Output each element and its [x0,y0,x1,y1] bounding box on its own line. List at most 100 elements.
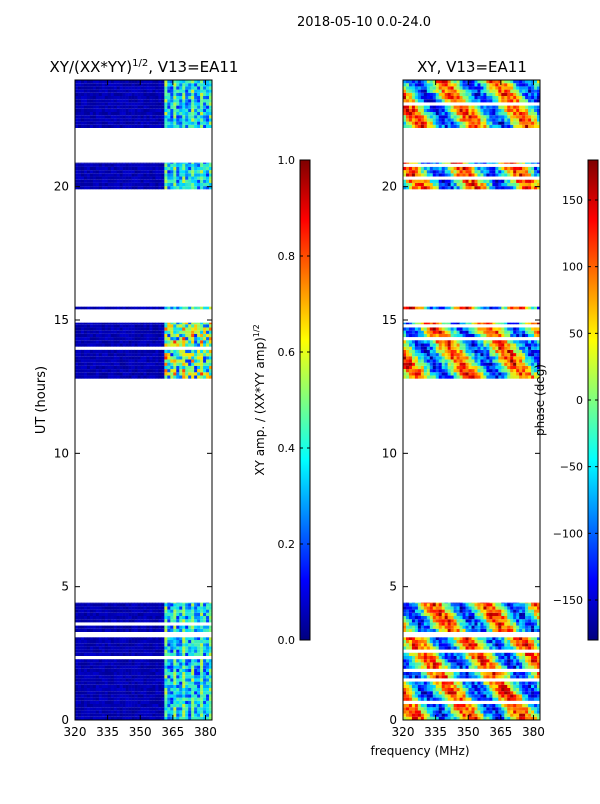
heatmap-cell [132,669,135,672]
heatmap-cell [510,613,513,616]
heatmap-cell [123,619,126,622]
heatmap-cell [406,707,409,710]
heatmap-cell [164,372,167,375]
heatmap-cell [114,666,117,669]
heatmap-cell [176,366,179,369]
heatmap-cell [507,643,510,646]
heatmap-cell [141,109,144,112]
heatmap-cell [96,666,99,669]
heatmap-cell [516,610,519,613]
heatmap-cell [206,353,209,356]
heatmap-cell [87,340,90,343]
heatmap-cell [96,167,99,170]
heatmap-cell [144,183,147,186]
heatmap-cell [501,613,504,616]
heatmap-cell [188,610,191,613]
heatmap-cell [99,619,102,622]
heatmap-cell [531,637,534,640]
heatmap-cell [114,186,117,189]
heatmap-cell [117,93,120,96]
heatmap-cell [138,109,141,112]
heatmap-cell [158,616,161,619]
heatmap-cell [531,662,534,665]
heatmap-cell [170,669,173,672]
heatmap-cell [179,99,182,102]
heatmap-cell [182,606,185,609]
heatmap-cell [534,613,537,616]
heatmap-cell [492,619,495,622]
heatmap-cell [111,653,114,656]
heatmap-cell [132,691,135,694]
heatmap-cell [480,688,483,691]
heatmap-cell [451,685,454,688]
heatmap-cell [442,662,445,665]
heatmap-cell [206,714,209,717]
heatmap-cell [170,102,173,105]
heatmap-cell [149,640,152,643]
heatmap-cell [135,646,138,649]
heatmap-cell [164,646,167,649]
heatmap-cell [149,353,152,356]
heatmap-cell [531,653,534,656]
heatmap-cell [182,375,185,378]
heatmap-cell [158,372,161,375]
heatmap-cell [117,118,120,121]
heatmap-cell [158,163,161,164]
heatmap-cell [120,694,123,697]
heatmap-cell [197,125,200,128]
heatmap-cell [81,366,84,369]
heatmap-cell [114,672,117,675]
heatmap-cell [483,616,486,619]
heatmap-cell [206,183,209,186]
heatmap-cell [206,662,209,665]
heatmap-cell [197,173,200,176]
heatmap-cell [531,610,534,613]
heatmap-cell [108,331,111,334]
heatmap-cell [126,714,129,717]
heatmap-cell [164,353,167,356]
heatmap-cell [182,629,185,632]
heatmap-cell [158,662,161,665]
heatmap-cell [84,173,87,176]
heatmap-cell [87,643,90,646]
heatmap-cell [146,163,149,164]
heatmap-cell [489,698,492,701]
heatmap-cell [442,666,445,669]
panel-amplitude-title: XY/(XX*YY)1/2, V13=EA11 [50,58,239,76]
heatmap-cell [123,106,126,109]
heatmap-cell [185,327,188,330]
heatmap-cell [129,350,132,353]
heatmap-cell [93,359,96,362]
heatmap-cell [84,122,87,125]
heatmap-cell [93,610,96,613]
heatmap-cell [191,688,194,691]
heatmap-cell [197,307,200,310]
heatmap-cell [138,662,141,665]
heatmap-cell [492,704,495,707]
heatmap-cell [415,603,418,604]
heatmap-cell [460,613,463,616]
heatmap-cell [173,327,176,330]
heatmap-cell [167,337,170,340]
heatmap-cell [197,118,200,121]
heatmap-cell [99,369,102,372]
heatmap-cell [439,610,442,613]
heatmap-cell [108,334,111,337]
heatmap-cell [495,626,498,629]
heatmap-cell [203,323,206,325]
heatmap-cell [129,180,132,183]
heatmap-cell [81,372,84,375]
heatmap-cell [141,678,144,681]
heatmap-cell [498,685,501,688]
heatmap-cell [182,701,185,704]
heatmap-cell [144,710,147,713]
heatmap-cell [144,331,147,334]
heatmap-cell [430,710,433,713]
heatmap-cell [135,118,138,121]
heatmap-cell [117,106,120,109]
heatmap-cell [448,691,451,694]
heatmap-cell [126,96,129,99]
heatmap-cell [412,603,415,606]
heatmap-cell [123,93,126,96]
heatmap-cell [152,340,155,343]
